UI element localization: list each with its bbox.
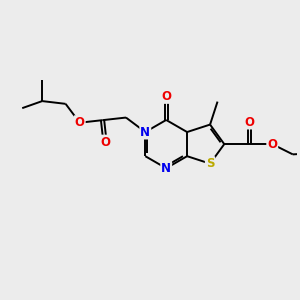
Text: O: O [100,136,110,148]
Text: O: O [244,116,254,128]
Text: O: O [267,138,277,151]
Text: N: N [140,125,150,139]
Text: N: N [161,162,171,175]
Text: O: O [75,116,85,129]
Text: O: O [161,90,171,103]
Text: S: S [206,157,214,170]
